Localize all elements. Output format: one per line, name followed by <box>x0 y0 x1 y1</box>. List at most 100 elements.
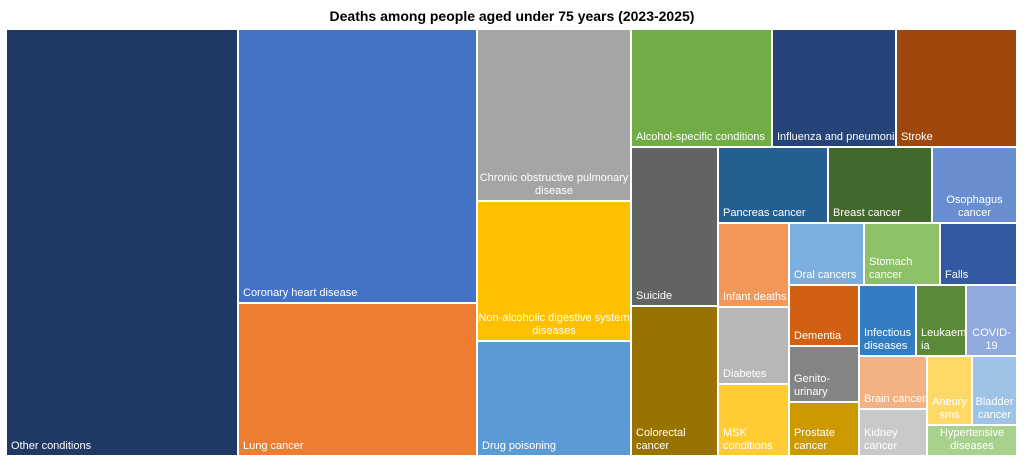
tile-label-hypertensive-diseases: diseases <box>950 440 994 452</box>
tile-label-hypertensive-diseases: Hypertensive <box>940 427 1004 439</box>
tile-pancreas-cancer: Pancreas cancer <box>719 148 827 222</box>
tile-rect-breast-cancer <box>829 148 931 222</box>
tile-rect-influenza-and-pneumonia <box>773 30 895 146</box>
tile-rect-pancreas-cancer <box>719 148 827 222</box>
tile-label-covid-19: 19 <box>985 340 997 352</box>
tile-rect-bladder-cancer <box>973 357 1016 424</box>
tile-label-oral-cancers: Oral cancers <box>794 269 857 281</box>
tile-rect-infant-deaths <box>719 224 788 306</box>
tile-label-breast-cancer: Breast cancer <box>833 207 901 219</box>
tile-rect-falls <box>941 224 1016 284</box>
tile-rect-aneurysms <box>928 357 971 424</box>
tile-rect-alcohol-specific-conditions <box>632 30 771 146</box>
tile-rect-stomach-cancer <box>865 224 939 284</box>
tile-label-infectious-diseases: diseases <box>864 340 908 352</box>
tile-diabetes: Diabetes <box>719 308 788 383</box>
tile-rect-osophagus-cancer <box>933 148 1016 222</box>
tile-drug-poisoning: Drug poisoning <box>478 342 630 455</box>
tile-label-infectious-diseases: Infectious <box>864 327 912 339</box>
tile-label-genito-urinary: Genito- <box>794 373 830 385</box>
tile-label-leukaemia: ia <box>921 340 930 352</box>
tile-rect-dementia <box>790 286 858 345</box>
tile-label-colorectal-cancer: Colorectal <box>636 427 686 439</box>
tile-rect-kidney-cancer <box>860 410 926 455</box>
tile-label-alcohol-specific-conditions: Alcohol-specific conditions <box>636 131 766 143</box>
tile-label-drug-poisoning: Drug poisoning <box>482 440 556 452</box>
tile-oral-cancers: Oral cancers <box>790 224 863 284</box>
tile-brain-cancer: Brain cancer <box>860 357 926 408</box>
tile-label-other-conditions: Other conditions <box>11 440 92 452</box>
tile-alcohol-specific-conditions: Alcohol-specific conditions <box>632 30 771 146</box>
tile-suicide: Suicide <box>632 148 717 305</box>
tile-rect-non-alcoholic-digestive-system-diseases <box>478 202 630 340</box>
tile-rect-msk-conditions <box>719 385 788 455</box>
tile-label-msk-conditions: MSK <box>723 427 748 439</box>
tile-rect-coronary-heart-disease <box>239 30 476 302</box>
tile-label-chronic-obstructive-pulmonary-disease: Chronic obstructive pulmonary <box>480 172 629 184</box>
tile-rect-other-conditions <box>7 30 237 455</box>
tile-label-falls: Falls <box>945 269 969 281</box>
tile-lung-cancer: Lung cancer <box>239 304 476 455</box>
tile-label-stomach-cancer: cancer <box>869 269 902 281</box>
tile-breast-cancer: Breast cancer <box>829 148 931 222</box>
tile-rect-diabetes <box>719 308 788 383</box>
tile-label-kidney-cancer: cancer <box>864 440 897 452</box>
tile-label-aneurysms: sms <box>939 409 960 421</box>
tile-rect-brain-cancer <box>860 357 926 408</box>
tile-label-covid-19: COVID- <box>972 327 1011 339</box>
tile-falls: Falls <box>941 224 1016 284</box>
tile-influenza-and-pneumonia: Influenza and pneumonia <box>773 30 901 146</box>
tile-rect-infectious-diseases <box>860 286 915 355</box>
tile-label-prostate-cancer: Prostate <box>794 427 835 439</box>
tile-genito-urinary: Genito-urinary <box>790 347 858 401</box>
tile-rect-genito-urinary <box>790 347 858 401</box>
tile-label-prostate-cancer: cancer <box>794 440 827 452</box>
tile-rect-suicide <box>632 148 717 305</box>
tile-label-bladder-cancer: Bladder <box>976 396 1014 408</box>
tile-label-leukaemia: Leukaem <box>921 327 966 339</box>
tile-label-kidney-cancer: Kidney <box>864 427 898 439</box>
tile-rect-stroke <box>897 30 1016 146</box>
tile-label-stroke: Stroke <box>901 131 933 143</box>
tile-label-pancreas-cancer: Pancreas cancer <box>723 207 806 219</box>
tile-covid-19: COVID-19 <box>967 286 1016 355</box>
tile-rect-drug-poisoning <box>478 342 630 455</box>
tile-label-suicide: Suicide <box>636 290 672 302</box>
tile-label-influenza-and-pneumonia: Influenza and pneumonia <box>777 131 901 143</box>
tile-label-dementia: Dementia <box>794 330 842 342</box>
tile-label-osophagus-cancer: Osophagus <box>946 194 1003 206</box>
tile-label-lung-cancer: Lung cancer <box>243 440 304 452</box>
tile-label-diabetes: Diabetes <box>723 368 767 380</box>
tile-label-chronic-obstructive-pulmonary-disease: disease <box>535 185 573 197</box>
tile-label-brain-cancer: Brain cancer <box>864 393 926 405</box>
tile-label-coronary-heart-disease: Coronary heart disease <box>243 287 357 299</box>
tile-stroke: Stroke <box>897 30 1016 146</box>
tile-rect-hypertensive-diseases <box>928 426 1016 455</box>
tile-rect-prostate-cancer <box>790 403 858 455</box>
tile-rect-leukaemia <box>917 286 965 355</box>
tile-rect-oral-cancers <box>790 224 863 284</box>
chart-title: Deaths among people aged under 75 years … <box>329 8 695 24</box>
tile-label-msk-conditions: conditions <box>723 440 773 452</box>
tile-label-osophagus-cancer: cancer <box>958 207 991 219</box>
tile-label-non-alcoholic-digestive-system-diseases: diseases <box>532 325 576 337</box>
tile-dementia: Dementia <box>790 286 858 345</box>
tile-rect-lung-cancer <box>239 304 476 455</box>
tile-rect-covid-19 <box>967 286 1016 355</box>
tile-label-bladder-cancer: cancer <box>978 409 1011 421</box>
tile-label-genito-urinary: urinary <box>794 386 828 398</box>
